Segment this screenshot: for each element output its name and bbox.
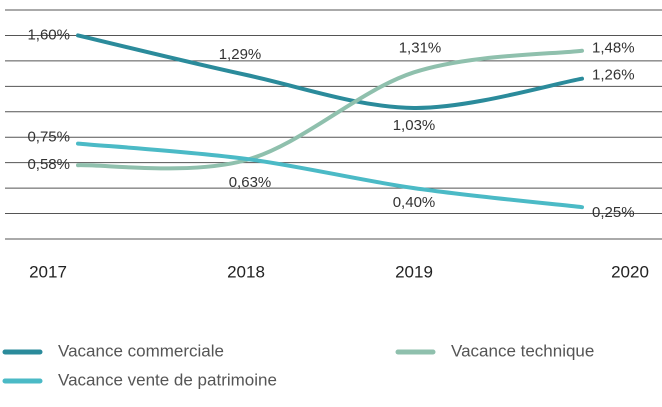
data-label: 0,40% xyxy=(393,194,436,211)
series-line xyxy=(76,48,584,171)
x-tick-label: 2018 xyxy=(227,262,265,281)
series-line xyxy=(76,33,584,110)
series-line xyxy=(76,141,584,210)
data-label: 1,60% xyxy=(27,26,70,43)
data-label: 0,63% xyxy=(229,174,272,191)
data-label: 1,48% xyxy=(592,40,635,57)
legend-label: Vacance technique xyxy=(451,341,594,360)
data-label: 0,25% xyxy=(592,204,635,221)
data-label: 0,58% xyxy=(27,156,70,173)
legend-label: Vacance vente de patrimoine xyxy=(58,370,277,389)
data-label: 0,75% xyxy=(27,129,70,146)
data-label: 1,03% xyxy=(393,117,436,134)
data-label: 1,31% xyxy=(399,39,442,56)
data-label: 1,29% xyxy=(219,46,262,63)
x-tick-label: 2020 xyxy=(611,262,649,281)
data-label: 1,26% xyxy=(592,67,635,84)
legend-label: Vacance commerciale xyxy=(58,341,224,360)
x-tick-label: 2019 xyxy=(395,262,433,281)
x-tick-label: 2017 xyxy=(29,262,67,281)
